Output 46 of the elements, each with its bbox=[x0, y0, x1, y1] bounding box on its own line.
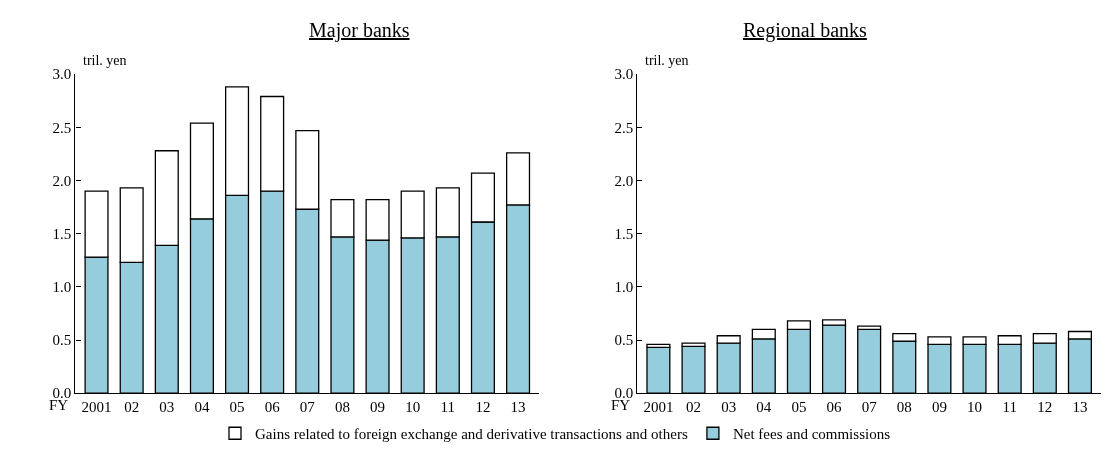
x-tick-label: 05 bbox=[791, 399, 807, 416]
y-tick-label: 2.0 bbox=[614, 172, 634, 189]
x-tick-label: 07 bbox=[861, 399, 878, 416]
x-tick-label: 05 bbox=[229, 399, 245, 416]
x-tick-label: 10 bbox=[405, 399, 421, 416]
x-tick-label: 08 bbox=[896, 399, 912, 416]
y-tick-label: 2.0 bbox=[52, 172, 72, 189]
x-tick-label: 07 bbox=[299, 399, 316, 416]
y-tick-label: 1.0 bbox=[614, 279, 634, 296]
x-tick-label: 11 bbox=[440, 399, 456, 416]
y-tick-label: 2.5 bbox=[614, 119, 634, 136]
y-tick-label: 1.0 bbox=[52, 279, 72, 296]
x-tick-label: 2001 bbox=[81, 399, 112, 416]
x-tick-label: 03 bbox=[159, 399, 175, 416]
x-tick-label: 09 bbox=[931, 399, 947, 416]
legend-label: Gains related to foreign exchange and derivative transactions and others bbox=[255, 426, 688, 443]
x-tick-label: 2001 bbox=[643, 399, 674, 416]
legend-label: Net fees and commissions bbox=[732, 426, 891, 443]
x-tick-label: 11 bbox=[1002, 399, 1017, 416]
x-tick-label: 13 bbox=[1072, 399, 1088, 416]
x-tick-label: 10 bbox=[967, 399, 983, 416]
x-tick-label: 02 bbox=[686, 399, 702, 416]
x-tick-label: 06 bbox=[264, 399, 281, 416]
x-tick-label: 09 bbox=[370, 399, 386, 416]
y-tick-label: 1.5 bbox=[52, 225, 72, 242]
x-axis-title: FY bbox=[49, 397, 69, 413]
y-tick-label: 0.5 bbox=[52, 332, 72, 349]
x-tick-label: 08 bbox=[334, 399, 350, 416]
x-tick-label: 04 bbox=[194, 399, 210, 416]
y-tick-label: 1.5 bbox=[614, 225, 634, 242]
chart-title: Regional banks bbox=[743, 19, 868, 42]
y-tick-label: 2.5 bbox=[52, 119, 72, 136]
x-tick-label: 03 bbox=[721, 399, 737, 416]
y-tick-label: 3.0 bbox=[52, 66, 72, 83]
x-tick-label: 02 bbox=[124, 399, 140, 416]
x-tick-label: 13 bbox=[510, 399, 526, 416]
y-tick-label: 0.5 bbox=[614, 332, 634, 349]
x-tick-label: 12 bbox=[475, 399, 491, 416]
chart-title: Major banks bbox=[309, 19, 410, 42]
x-tick-label: 12 bbox=[1037, 399, 1053, 416]
x-tick-label: 04 bbox=[756, 399, 772, 416]
x-tick-label: 06 bbox=[826, 399, 843, 416]
y-axis-title: tril. yen bbox=[645, 53, 689, 68]
x-axis-title: FY bbox=[611, 397, 631, 413]
y-axis-title: tril. yen bbox=[83, 53, 127, 68]
y-tick-label: 3.0 bbox=[614, 66, 634, 83]
